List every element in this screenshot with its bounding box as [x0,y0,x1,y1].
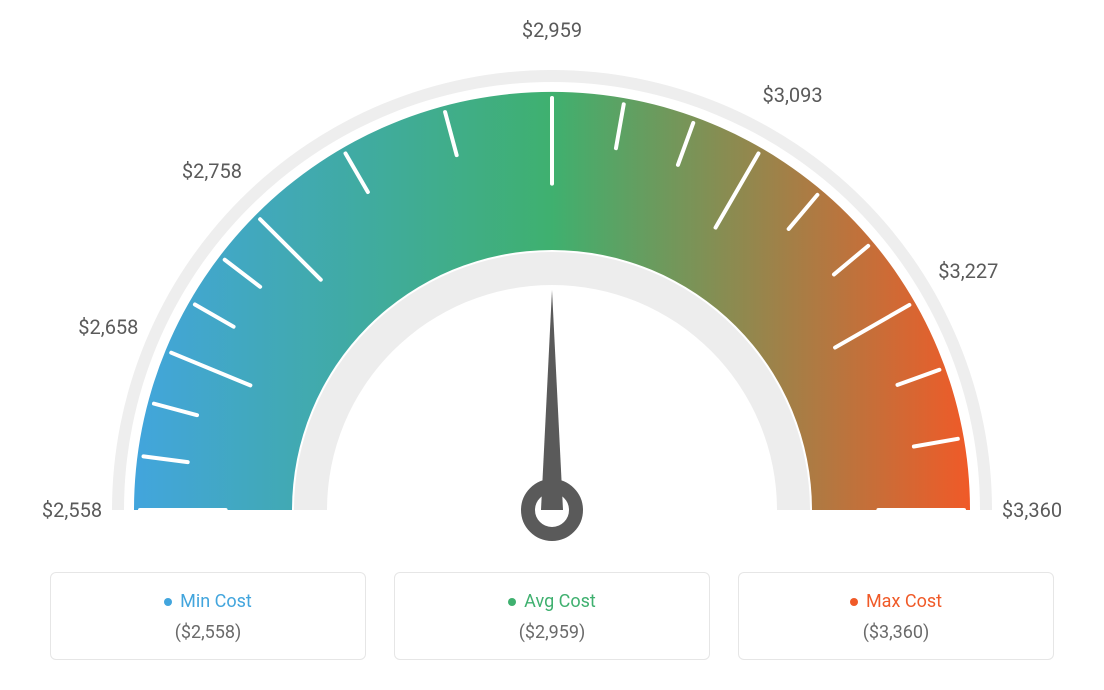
legend-value-avg: ($2,959) [405,622,699,643]
cost-gauge-chart: $2,558 $2,658 $2,758 $2,959 $3,093 $3,227 $3,3… [0,0,1104,690]
gauge-tick-label: $2,658 [78,315,138,339]
legend-card-min: Min Cost ($2,558) [50,572,366,661]
legend-title-min: Min Cost [164,591,252,612]
legend-row: Min Cost ($2,558) Avg Cost ($2,959) Max … [50,572,1054,661]
gauge-area: $2,558 $2,658 $2,758 $2,959 $3,093 $3,227 $3,3… [0,0,1104,560]
legend-value-min: ($2,558) [61,622,355,643]
gauge-tick-label: $2,959 [522,18,582,42]
legend-title-avg: Avg Cost [508,591,596,612]
gauge-tick-label: $2,758 [182,159,242,183]
legend-card-avg: Avg Cost ($2,959) [394,572,710,661]
gauge-tick-label: $2,558 [42,498,102,522]
gauge-tick-label: $3,227 [938,259,998,283]
gauge-tick-label: $3,360 [1002,498,1062,522]
gauge-tick-label: $3,093 [762,83,822,107]
legend-card-max: Max Cost ($3,360) [738,572,1054,661]
legend-title-max: Max Cost [850,591,942,612]
legend-value-max: ($3,360) [749,622,1043,643]
